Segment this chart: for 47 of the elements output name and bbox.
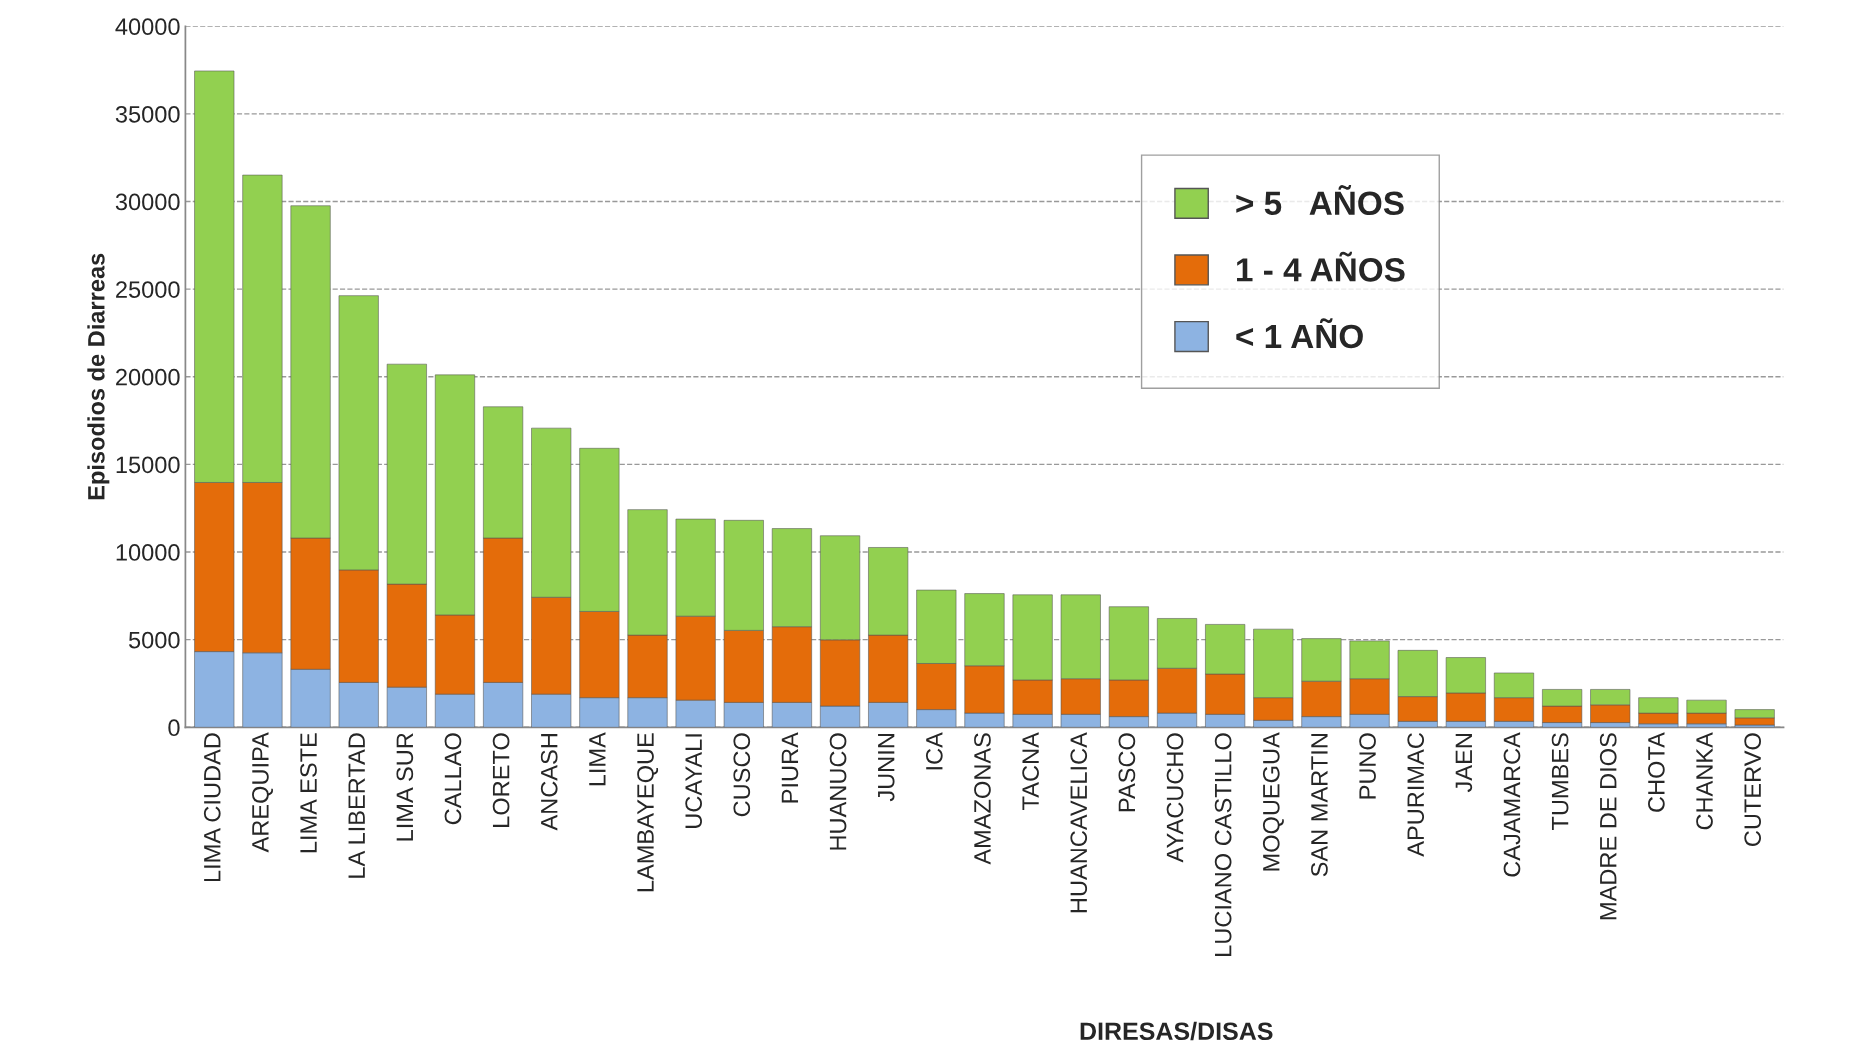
- y-tick-label: 0: [168, 719, 180, 737]
- x-tick-label: CHOTA: [1648, 732, 1665, 812]
- y-tick-label: 10000: [116, 544, 180, 561]
- y-tick-label: 35000: [115, 105, 180, 123]
- x-tick-label: LIMA ESTE: [300, 733, 317, 853]
- x-tick-label: JUNIN: [878, 734, 895, 802]
- legend-label: < 1 AÑO: [1236, 318, 1363, 349]
- y-tick-label: 20000: [116, 368, 180, 386]
- y-tick-label: 25000: [116, 281, 180, 298]
- x-tick-label: CALLAO: [444, 733, 462, 825]
- x-tick-label: CUTERVO: [1744, 733, 1761, 846]
- x-tick-label: LORETO: [492, 733, 510, 827]
- x-tick-label: TACNA: [1022, 732, 1039, 810]
- y-tick-label: 15000: [116, 456, 180, 474]
- x-tick-label: LAMBAYEQUE: [637, 733, 659, 892]
- x-tick-label: LIMA: [589, 732, 606, 786]
- x-tick-label: HUANCAVELICA: [1070, 732, 1088, 913]
- x-tick-label: LIMA SUR: [396, 733, 414, 841]
- x-tick-label: LA LIBERTAD: [348, 733, 365, 878]
- x-tick-label: TUMBES: [1551, 733, 1569, 831]
- x-tick-label: ICA: [925, 732, 943, 770]
- x-tick-label: AYACUCHO: [1166, 733, 1184, 863]
- x-tick-label: MADRE DE DIOS: [1599, 733, 1617, 920]
- y-axis-title: Episodios de Diarreas: [87, 253, 110, 500]
- x-tick-label: CUSCO: [733, 733, 751, 817]
- x-axis-title: DIRESAS/DISAS: [1080, 1021, 1273, 1041]
- legend-label: > 5 AÑOS: [1236, 185, 1404, 216]
- x-tick-label: ANCASH: [540, 734, 558, 831]
- x-tick-label: AMAZONAS: [974, 733, 991, 865]
- x-tick-label: CAJAMARCA: [1503, 732, 1521, 877]
- x-tick-label: APURIMAC: [1407, 733, 1425, 857]
- x-tick-label: SAN MARTIN: [1311, 734, 1328, 877]
- x-tick-label: CHANKA: [1696, 732, 1713, 830]
- y-tick-label: 30000: [115, 193, 180, 211]
- x-tick-label: LIMA CIUDAD: [203, 733, 221, 882]
- x-tick-label: LUCIANO CASTILLO: [1214, 733, 1232, 956]
- x-tick-label: JAEN: [1455, 734, 1473, 793]
- x-tick-label: PASCO: [1118, 733, 1136, 812]
- x-tick-label: MOQUEGUA: [1262, 732, 1284, 871]
- y-tick-label: 40000: [115, 18, 180, 36]
- x-tick-label: HUANUCO: [829, 733, 847, 850]
- legend-label: 1 - 4 AÑOS: [1237, 251, 1405, 282]
- y-tick-label: 5000: [128, 631, 180, 649]
- x-tick-label: PUNO: [1359, 733, 1376, 799]
- x-tick-label: AREQUIPA: [252, 732, 273, 853]
- x-tick-label: UCAYALI: [685, 734, 702, 828]
- x-tick-label: PIURA: [781, 732, 799, 803]
